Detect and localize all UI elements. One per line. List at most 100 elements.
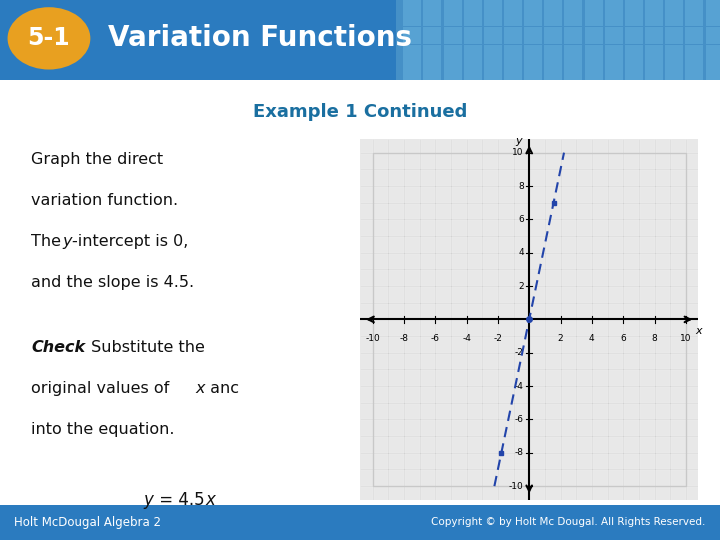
Bar (464, 44, 482, 62)
Bar (504, 26, 522, 44)
Bar (484, 0, 502, 9)
Bar (564, 62, 582, 80)
Bar (625, 0, 643, 9)
Bar (464, 0, 482, 9)
Text: Copyright © by Holt Mc Dougal. All Rights Reserved.: Copyright © by Holt Mc Dougal. All Right… (431, 517, 706, 528)
Bar (585, 62, 603, 80)
Bar (665, 9, 683, 26)
Bar (645, 0, 663, 9)
Bar (685, 9, 703, 26)
Text: anc: anc (205, 381, 239, 396)
Text: -8: -8 (515, 448, 523, 457)
Bar (524, 44, 542, 62)
Text: 8: 8 (518, 181, 523, 191)
Bar (625, 62, 643, 80)
Bar (706, 0, 720, 9)
Bar (403, 0, 421, 9)
Text: -10: -10 (509, 482, 523, 491)
Bar (564, 44, 582, 62)
Bar (685, 26, 703, 44)
Bar (585, 44, 603, 62)
Text: 6: 6 (518, 215, 523, 224)
Bar (504, 9, 522, 26)
Text: y: y (144, 491, 154, 509)
Bar (625, 44, 643, 62)
Bar (625, 9, 643, 26)
Bar (585, 0, 603, 9)
Bar (585, 9, 603, 26)
Bar (605, 9, 623, 26)
Bar (706, 62, 720, 80)
Bar (444, 0, 462, 9)
Bar (423, 26, 441, 44)
Bar (444, 44, 462, 62)
Text: Example 1 Continued: Example 1 Continued (253, 103, 467, 121)
Bar (403, 9, 421, 26)
Text: Graph the direct: Graph the direct (31, 152, 163, 167)
Bar (706, 44, 720, 62)
Text: -2: -2 (493, 334, 503, 343)
Bar (605, 26, 623, 44)
Ellipse shape (8, 7, 91, 70)
Text: 10: 10 (512, 148, 523, 157)
Bar (585, 26, 603, 44)
Text: -6: -6 (515, 415, 523, 424)
Bar (645, 26, 663, 44)
Text: -8: -8 (400, 334, 408, 343)
Bar (484, 62, 502, 80)
Text: y: y (515, 136, 521, 146)
Text: 10: 10 (680, 334, 692, 343)
Text: and the slope is 4.5.: and the slope is 4.5. (31, 275, 194, 290)
Text: 6: 6 (621, 334, 626, 343)
Text: x: x (195, 381, 204, 396)
Text: -10: -10 (365, 334, 380, 343)
Bar (524, 0, 542, 9)
Text: The: The (31, 234, 66, 249)
Bar (504, 0, 522, 9)
Bar (484, 44, 502, 62)
Bar (645, 62, 663, 80)
Bar (665, 62, 683, 80)
Bar (706, 26, 720, 44)
Bar (605, 62, 623, 80)
Text: -6: -6 (431, 334, 440, 343)
Bar (645, 44, 663, 62)
Bar (685, 62, 703, 80)
Bar (544, 9, 562, 26)
Bar (464, 9, 482, 26)
Bar (645, 9, 663, 26)
Text: Variation Functions: Variation Functions (108, 24, 412, 52)
Bar (444, 9, 462, 26)
Bar (665, 0, 683, 9)
Text: -4: -4 (462, 334, 471, 343)
Text: -4: -4 (515, 382, 523, 390)
Text: 5-1: 5-1 (27, 26, 71, 50)
Bar (524, 9, 542, 26)
Bar (464, 62, 482, 80)
Bar (423, 62, 441, 80)
Bar (706, 9, 720, 26)
Text: x: x (695, 326, 702, 336)
Bar (685, 44, 703, 62)
Bar (625, 26, 643, 44)
Bar (484, 9, 502, 26)
Bar (444, 26, 462, 44)
Text: 2: 2 (558, 334, 563, 343)
Bar (564, 9, 582, 26)
Bar (423, 0, 441, 9)
Bar (605, 0, 623, 9)
Bar (544, 26, 562, 44)
Text: -2: -2 (515, 348, 523, 357)
Bar (403, 62, 421, 80)
Text: original values of: original values of (31, 381, 175, 396)
Bar (544, 62, 562, 80)
Text: = 4.5: = 4.5 (154, 491, 204, 509)
Bar (484, 26, 502, 44)
Text: 2: 2 (518, 281, 523, 291)
Bar (544, 44, 562, 62)
Text: 4: 4 (589, 334, 595, 343)
Bar (564, 26, 582, 44)
Bar (605, 44, 623, 62)
Text: variation function.: variation function. (31, 193, 179, 208)
Bar (524, 26, 542, 44)
